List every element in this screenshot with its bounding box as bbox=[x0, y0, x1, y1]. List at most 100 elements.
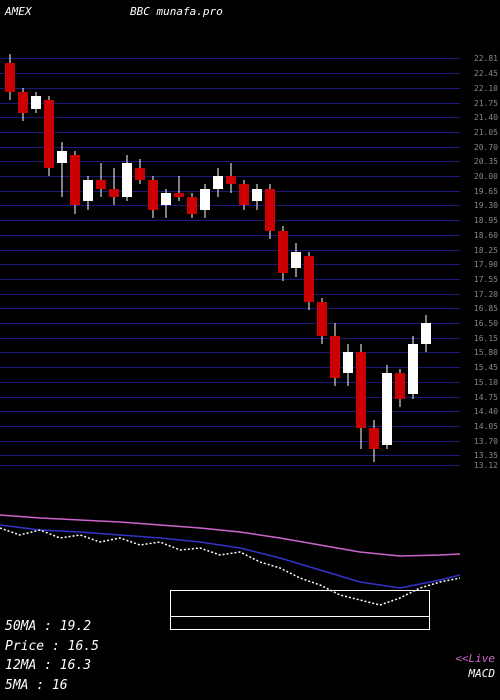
y-tick-label: 19.65 bbox=[474, 187, 498, 196]
candle-body bbox=[161, 193, 171, 206]
candle-body bbox=[18, 92, 28, 113]
candle-body bbox=[57, 151, 67, 164]
candle-body bbox=[343, 352, 353, 373]
candle bbox=[148, 50, 158, 470]
candle-body bbox=[135, 168, 145, 181]
candle-body bbox=[122, 163, 132, 197]
candle-body bbox=[408, 344, 418, 394]
candle bbox=[83, 50, 93, 470]
candle-body bbox=[382, 373, 392, 444]
y-tick-label: 20.35 bbox=[474, 157, 498, 166]
candle-body bbox=[356, 352, 366, 428]
candle bbox=[356, 50, 366, 470]
candle-wick bbox=[179, 176, 180, 201]
candle bbox=[304, 50, 314, 470]
candle bbox=[31, 50, 41, 470]
candle-body bbox=[70, 155, 80, 205]
candle bbox=[252, 50, 262, 470]
y-tick-label: 21.05 bbox=[474, 128, 498, 137]
y-tick-label: 13.70 bbox=[474, 437, 498, 446]
candle bbox=[278, 50, 288, 470]
candle bbox=[96, 50, 106, 470]
candle-series bbox=[0, 50, 460, 470]
candle-body bbox=[174, 193, 184, 197]
candle bbox=[343, 50, 353, 470]
y-tick-label: 15.45 bbox=[474, 363, 498, 372]
candle-body bbox=[200, 189, 210, 210]
macd-zero-box bbox=[170, 590, 430, 630]
candle-body bbox=[5, 63, 15, 92]
candle-body bbox=[187, 197, 197, 214]
candle-body bbox=[226, 176, 236, 184]
macd-label: MACD bbox=[469, 667, 496, 680]
y-tick-label: 22.45 bbox=[474, 69, 498, 78]
candle-body bbox=[421, 323, 431, 344]
candle bbox=[239, 50, 249, 470]
y-axis-labels: 22.81 22.45 22.10 21.75 21.40 21.05 20.70 20.35… bbox=[460, 50, 498, 470]
candle bbox=[330, 50, 340, 470]
y-tick-label: 22.10 bbox=[474, 84, 498, 93]
ma50-text: 50MA : 19.2 bbox=[5, 617, 99, 637]
candle bbox=[421, 50, 431, 470]
candle bbox=[174, 50, 184, 470]
candle bbox=[408, 50, 418, 470]
candle bbox=[265, 50, 275, 470]
y-tick-label: 16.15 bbox=[474, 334, 498, 343]
y-tick-label: 13.12 bbox=[474, 461, 498, 470]
ma5-text: 5MA : 16 bbox=[5, 676, 99, 696]
zero-line bbox=[171, 616, 429, 617]
y-tick-label: 21.75 bbox=[474, 99, 498, 108]
candle-body bbox=[109, 189, 119, 197]
y-tick-label: 17.55 bbox=[474, 275, 498, 284]
macd-polyline bbox=[0, 515, 460, 556]
y-tick-label: 15.10 bbox=[474, 378, 498, 387]
candle bbox=[200, 50, 210, 470]
candlestick-chart bbox=[0, 50, 460, 470]
candle-body bbox=[291, 252, 301, 269]
candle-body bbox=[83, 180, 93, 201]
y-tick-label: 20.70 bbox=[474, 143, 498, 152]
candle bbox=[213, 50, 223, 470]
candle bbox=[382, 50, 392, 470]
candle-body bbox=[44, 100, 54, 167]
candle-body bbox=[148, 180, 158, 209]
y-tick-label: 15.80 bbox=[474, 348, 498, 357]
y-tick-label: 19.30 bbox=[474, 201, 498, 210]
y-tick-label: 22.81 bbox=[474, 54, 498, 63]
ma12-text: 12MA : 16.3 bbox=[5, 656, 99, 676]
candle-body bbox=[96, 180, 106, 188]
candle bbox=[5, 50, 15, 470]
macd-polyline bbox=[0, 525, 460, 588]
y-tick-label: 20.00 bbox=[474, 172, 498, 181]
candle bbox=[187, 50, 197, 470]
y-tick-label: 13.35 bbox=[474, 451, 498, 460]
candle-body bbox=[304, 256, 314, 302]
candle bbox=[109, 50, 119, 470]
candle-body bbox=[330, 336, 340, 378]
y-tick-label: 14.40 bbox=[474, 407, 498, 416]
y-tick-label: 16.85 bbox=[474, 304, 498, 313]
candle bbox=[226, 50, 236, 470]
candle bbox=[317, 50, 327, 470]
price-text: Price : 16.5 bbox=[5, 637, 99, 657]
candle-body bbox=[265, 189, 275, 231]
y-tick-label: 18.95 bbox=[474, 216, 498, 225]
y-tick-label: 14.75 bbox=[474, 393, 498, 402]
candle bbox=[395, 50, 405, 470]
candle-body bbox=[369, 428, 379, 449]
y-tick-label: 17.90 bbox=[474, 260, 498, 269]
candle-body bbox=[395, 373, 405, 398]
ticker-label: BBC munafa.pro bbox=[130, 5, 223, 18]
candle bbox=[369, 50, 379, 470]
candle-body bbox=[239, 184, 249, 205]
candle-wick bbox=[114, 168, 115, 206]
candle bbox=[291, 50, 301, 470]
y-tick-label: 14.05 bbox=[474, 422, 498, 431]
y-tick-label: 21.40 bbox=[474, 113, 498, 122]
candle bbox=[57, 50, 67, 470]
candle bbox=[161, 50, 171, 470]
candle bbox=[70, 50, 80, 470]
y-tick-label: 17.20 bbox=[474, 290, 498, 299]
candle-body bbox=[213, 176, 223, 189]
candle bbox=[18, 50, 28, 470]
